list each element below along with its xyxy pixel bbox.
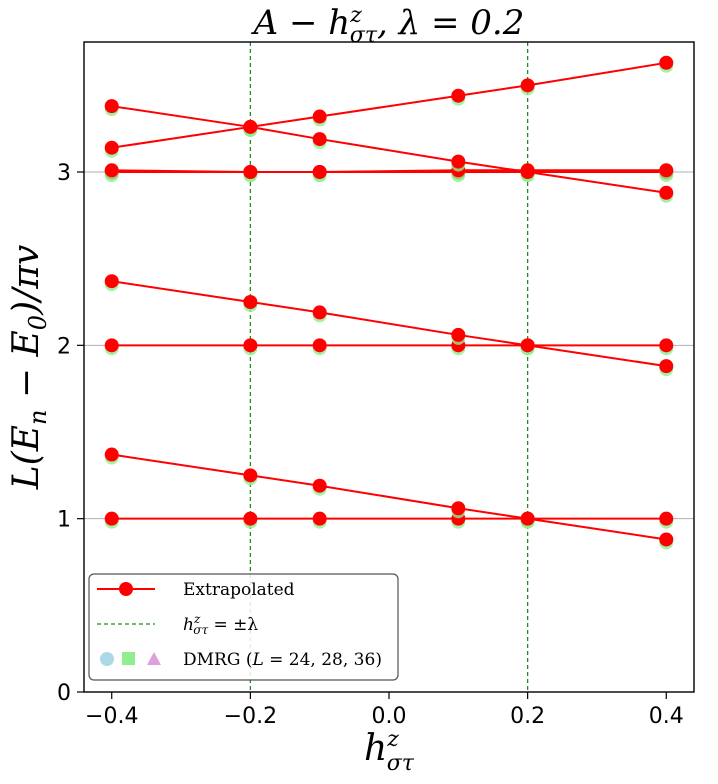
data-point: [104, 163, 119, 178]
data-point: [659, 532, 674, 547]
data-point: [243, 295, 258, 309]
data-point: [520, 165, 535, 179]
y-axis-label: L(En − E0)/πv: [6, 245, 52, 491]
legend-extrapolated-label: Extrapolated: [183, 580, 295, 600]
data-point: [659, 163, 674, 178]
legend-dmrg-triangle: [147, 652, 161, 665]
data-point: [659, 55, 674, 70]
x-tick-label: 0.2: [510, 704, 545, 729]
data-point: [312, 165, 327, 179]
data-point: [312, 132, 327, 147]
data-point: [312, 338, 327, 353]
data-point: [312, 478, 327, 493]
plot-area: [84, 42, 694, 692]
data-point: [451, 501, 466, 516]
x-tick-label: −0.2: [224, 704, 277, 729]
data-point: [243, 338, 258, 353]
data-point: [520, 78, 535, 93]
y-tick-label: 3: [57, 161, 71, 186]
data-point: [312, 109, 327, 124]
data-point: [104, 99, 119, 114]
chart-title: A − hz στ, λ = 0.2: [251, 3, 525, 48]
data-point: [659, 338, 674, 353]
series-line-level-3c: [111, 105, 667, 194]
data-point: [104, 447, 119, 462]
series-line-level-3d: [111, 61, 667, 149]
legend: Extrapolated hz στ = ±λ DMRG (L = 24, 28,…: [88, 573, 399, 681]
data-point: [104, 511, 119, 526]
data-point: [659, 511, 674, 526]
data-point: [104, 274, 119, 289]
legend-dmrg-square: [122, 652, 135, 665]
data-point: [104, 140, 119, 155]
data-point: [312, 305, 327, 320]
data-point: [243, 468, 258, 483]
legend-extrapolated-marker: [119, 582, 133, 596]
legend-vline-label: hz στ = ±λ: [183, 612, 258, 637]
series-line-level-3b: [111, 169, 667, 173]
data-point: [659, 185, 674, 200]
x-tick-label: −0.4: [85, 704, 138, 729]
data-point: [312, 511, 327, 526]
data-point: [520, 338, 535, 353]
data-point: [243, 511, 258, 526]
legend-box: [88, 573, 399, 681]
data-point: [451, 154, 466, 169]
data-point: [659, 359, 674, 374]
series-line-level-2b: [111, 280, 667, 368]
data-point: [520, 511, 535, 526]
data-point: [104, 338, 119, 353]
data-point: [243, 165, 258, 179]
y-tick-label: 2: [57, 334, 71, 359]
y-tick-label: 0: [57, 681, 71, 706]
x-tick-label: 0.0: [372, 704, 407, 729]
legend-dmrg-circle: [100, 652, 114, 666]
legend-dmrg-label: DMRG (L = 24, 28, 36): [183, 650, 382, 670]
data-point: [451, 327, 466, 342]
y-tick-label: 1: [57, 508, 71, 533]
x-axis: −0.4 −0.2 0.0 0.2 0.4: [85, 692, 684, 729]
series-line-level-1b: [111, 453, 667, 541]
data-point: [243, 119, 258, 134]
x-tick-label: 0.4: [649, 704, 684, 729]
data-point: [451, 88, 466, 103]
x-axis-label: hz στ: [364, 727, 415, 776]
y-axis: 0 1 2 3: [57, 161, 84, 706]
